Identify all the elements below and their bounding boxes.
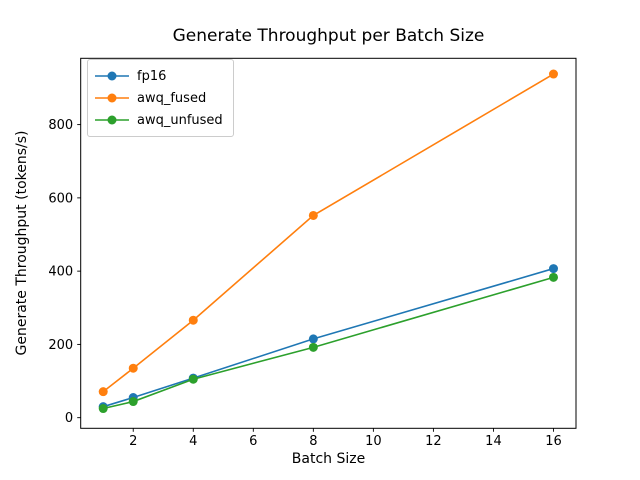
x-tick-label: 16 — [545, 434, 562, 449]
x-tick-label: 10 — [365, 434, 382, 449]
series-line-awq_unfused — [103, 276, 554, 410]
y-axis-label: Generate Throughput (tokens/s) — [14, 130, 30, 356]
y-tick-label: 200 — [48, 338, 73, 353]
x-tick-label: 12 — [425, 434, 442, 449]
x-tick-label: 2 — [129, 434, 137, 449]
data-point-fp16 — [308, 334, 318, 344]
axes-frame — [80, 57, 577, 429]
data-point-awq_unfused — [548, 272, 558, 282]
legend-entry-awq-fused: awq_fused — [95, 87, 223, 109]
data-point-awq_unfused — [188, 374, 198, 384]
legend-entry-awq-unfused: awq_unfused — [95, 109, 223, 131]
legend-swatch-icon — [95, 93, 129, 103]
legend-label: fp16 — [137, 68, 167, 84]
data-point-awq_unfused — [98, 404, 108, 414]
x-tick-label: 4 — [189, 434, 197, 449]
data-point-awq_fused — [188, 315, 198, 325]
y-tick-label: 800 — [48, 118, 73, 133]
legend-label: awq_fused — [137, 90, 207, 106]
data-point-awq_unfused — [308, 342, 318, 352]
data-point-awq_fused — [308, 210, 318, 220]
legend-entry-fp16: fp16 — [95, 65, 223, 87]
y-tick-label: 600 — [48, 191, 73, 206]
y-tick-label: 400 — [48, 265, 73, 280]
chart-title: Generate Throughput per Batch Size — [172, 26, 485, 46]
legend-swatch-icon — [95, 71, 129, 81]
legend-swatch-icon — [95, 115, 129, 125]
data-point-awq_fused — [548, 69, 558, 79]
x-tick-label: 14 — [485, 434, 502, 449]
data-point-awq_fused — [128, 363, 138, 373]
data-point-awq_fused — [98, 387, 108, 397]
x-tick-label: 8 — [309, 434, 317, 449]
x-tick-label: 6 — [249, 434, 257, 449]
legend-label: awq_unfused — [137, 112, 223, 128]
data-point-awq_unfused — [128, 397, 138, 407]
y-tick-label: 0 — [65, 411, 73, 426]
legend: fp16 awq_fused awq_unfused — [87, 59, 234, 137]
data-point-fp16 — [548, 264, 558, 274]
x-axis-label: Batch Size — [291, 451, 366, 467]
